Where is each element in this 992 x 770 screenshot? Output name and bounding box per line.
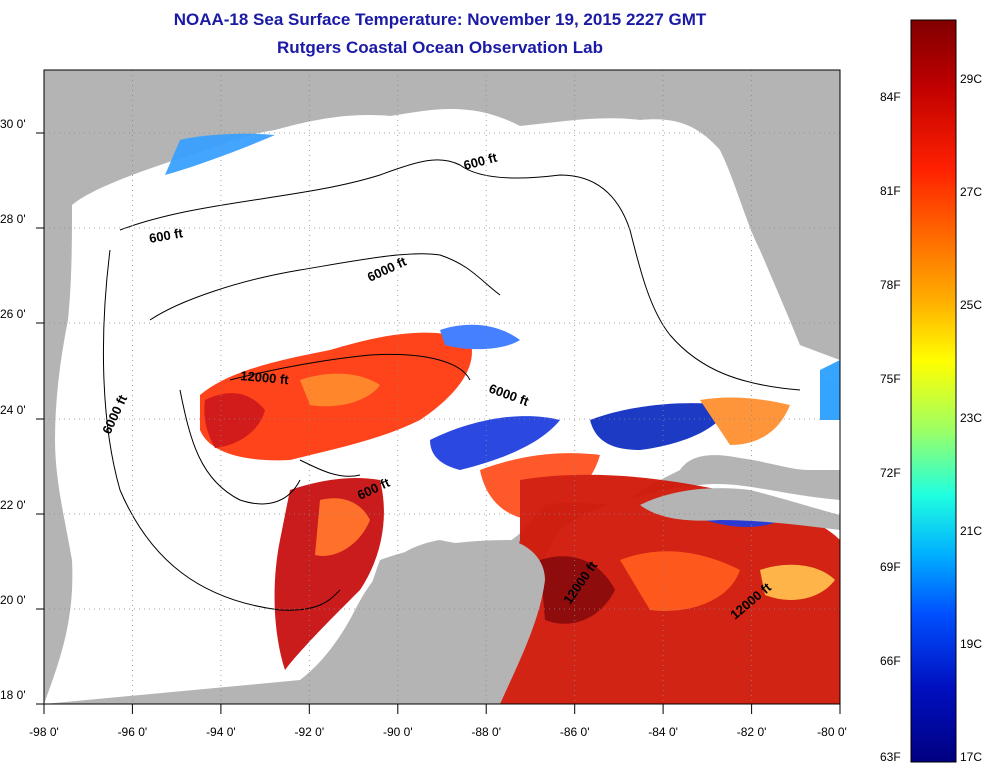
lat-label: 20 0' [0,593,26,607]
map-frame [43,69,841,705]
yucatan-land [330,540,545,704]
lon-label: -88 0' [471,725,501,739]
lat-label: 30 0' [0,117,26,131]
colorbar-c-label: 27C [960,185,983,199]
lon-label: -96 0' [118,725,148,739]
map-subtitle: Rutgers Coastal Ocean Observation Lab [277,38,603,57]
lon-label: -90 0' [383,725,413,739]
contour-label: 600 ft [148,225,185,246]
colorbar-f-label: 66F [880,654,901,668]
colorbar-c-label: 25C [960,298,983,312]
lon-label: -80 0' [817,725,847,739]
lat-label: 18 0' [0,688,26,702]
lat-label: 28 0' [0,212,26,226]
lat-axis-labels: 30 0' 28 0' 26 0' 24 0' 22 0' 20 0' 18 0… [0,117,26,702]
graticule [44,70,840,704]
colorbar-f-label: 75F [880,372,901,386]
lon-label: -82 0' [737,725,767,739]
axis-ticks [36,132,841,714]
florida-land [720,70,840,360]
lon-label: -98 0' [29,725,59,739]
cuba-land [640,488,840,530]
bathymetry-contours [102,159,801,611]
colorbar-c-label: 19C [960,637,983,651]
colorbar-f-label: 81F [880,184,901,198]
lon-label: -86 0' [560,725,590,739]
lat-label: 26 0' [0,307,26,321]
colorbar-f-label: 84F [880,90,901,104]
lat-label: 24 0' [0,403,26,417]
sst-swath [165,133,840,704]
lon-label: -84 0' [648,725,678,739]
gulf-water [44,109,840,704]
contour-label: 12000 ft [240,368,290,387]
colorbar-c-label: 29C [960,72,983,86]
colorbar-f-label: 72F [880,466,901,480]
lat-label: 22 0' [0,498,26,512]
map-body: 600 ft 600 ft 6000 ft 6000 ft 6000 ft 12… [44,70,840,704]
colorbar-f-label: 78F [880,278,901,292]
colorbar-f-label: 63F [880,750,901,764]
colorbar-c-label: 21C [960,524,983,538]
colorbar [910,19,957,763]
lon-label: -94 0' [206,725,236,739]
map-title: NOAA-18 Sea Surface Temperature: Novembe… [173,10,707,29]
lon-label: -92 0' [294,725,324,739]
colorbar-f-label: 69F [880,560,901,574]
colorbar-c-label: 17C [960,750,983,764]
lon-axis-labels: -98 0' -96 0' -94 0' -92 0' -90 0' -88 0… [29,725,847,739]
colorbar-c-label: 23C [960,411,983,425]
